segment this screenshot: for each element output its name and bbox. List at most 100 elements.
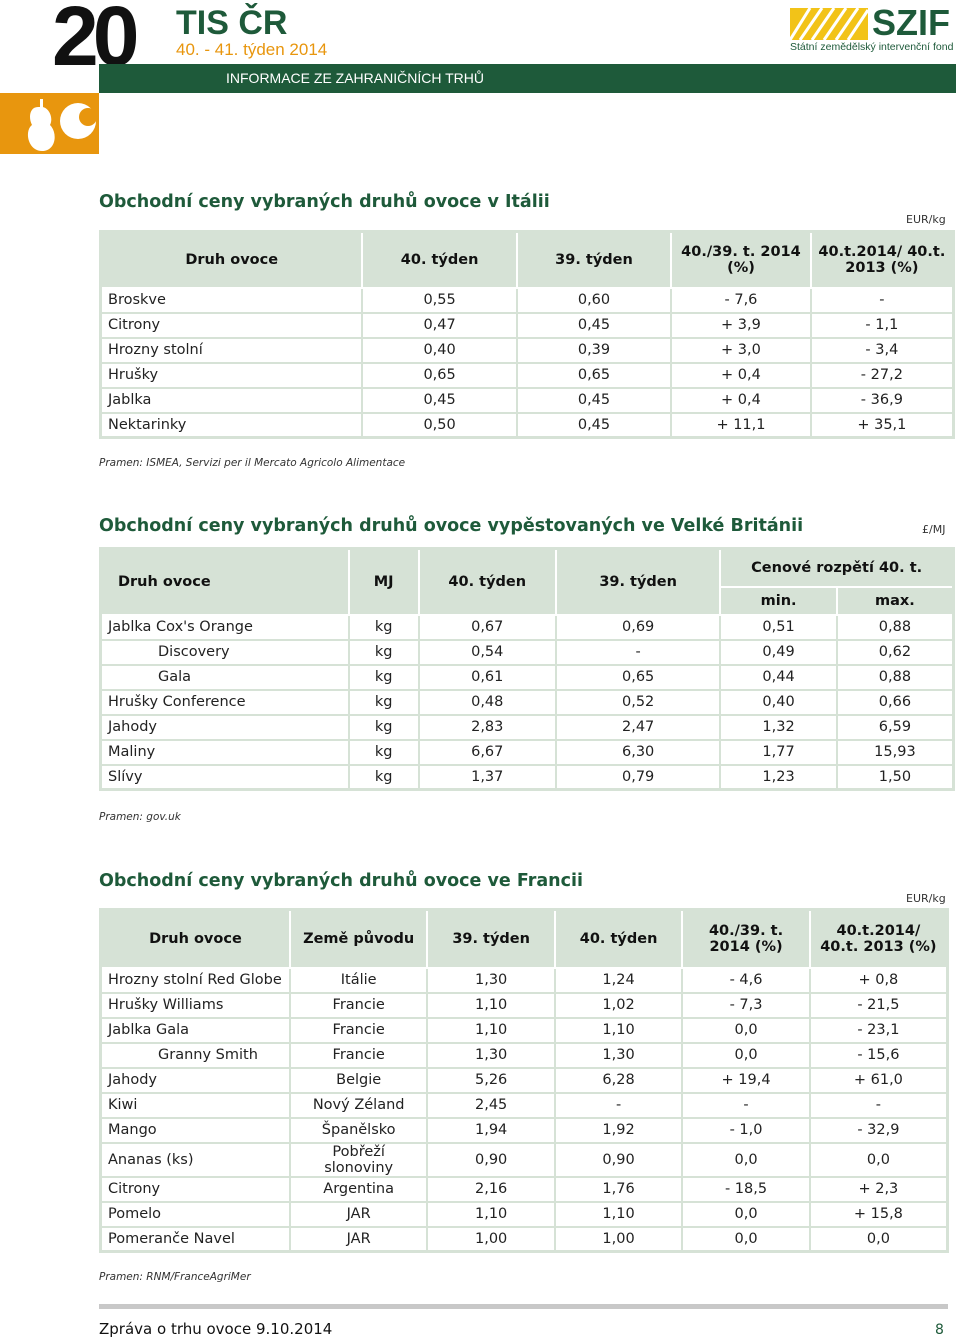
table-cell: 6,59: [835, 713, 955, 741]
col-header: Druh ovoce: [99, 547, 350, 616]
table-cell: Francie: [288, 991, 429, 1019]
col-header: 40.t.2014/ 40.t. 2013 (%): [808, 908, 949, 969]
table-cell: + 15,8: [808, 1200, 949, 1228]
row-label: Broskve: [99, 286, 364, 314]
row-label: Nektarinky: [99, 411, 364, 439]
table-cell: kg: [347, 613, 420, 641]
table-cell: 0,69: [554, 613, 722, 641]
table-cell: 0,54: [417, 638, 557, 666]
table-cell: 2,47: [554, 713, 722, 741]
row-label: Pomelo: [99, 1200, 291, 1228]
france-table: Druh ovoce Země původu 39. týden 40. týd…: [99, 908, 949, 1253]
table-row: Mango Španělsko 1,94 1,92- 1,0- 32,9: [99, 1116, 949, 1144]
table-row: Hrušky Williams Francie 1,10 1,02- 7,3- 21,…: [99, 991, 949, 1019]
table-cell: 1,23: [719, 763, 838, 791]
table-cell: 0,50: [361, 411, 518, 439]
table-cell: 0,40: [719, 688, 838, 716]
table-cell: -: [681, 1091, 811, 1119]
table-cell: kg: [347, 713, 420, 741]
table-cell: - 18,5: [681, 1175, 811, 1203]
table-cell: 0,45: [515, 386, 673, 414]
table-row: Gala kg 0,61 0,65 0,44 0,88: [99, 663, 955, 691]
table-cell: 1,30: [553, 1041, 684, 1069]
table-cell: Belgie: [288, 1066, 429, 1094]
table-cell: - 32,9: [808, 1116, 949, 1144]
table-cell: 0,0: [681, 1200, 811, 1228]
col-header: Druh ovoce: [99, 908, 291, 969]
france-unit: EUR/kg: [906, 892, 946, 905]
table-cell: 1,10: [553, 1200, 684, 1228]
table-cell: + 19,4: [681, 1066, 811, 1094]
table-cell: 0,48: [417, 688, 557, 716]
table-cell: 0,45: [515, 411, 673, 439]
szif-stripes-icon: [788, 7, 870, 41]
table-row: Maliny kg 6,67 6,30 1,77 15,93: [99, 738, 955, 766]
szif-logo-text: SZIF: [872, 2, 950, 43]
page-number: 8: [935, 1322, 944, 1338]
table-cell: 1,30: [426, 966, 556, 994]
table-row: Kiwi Nový Zéland 2,45- - -: [99, 1091, 949, 1119]
table-cell: 0,47: [361, 311, 518, 339]
row-label: Granny Smith: [99, 1041, 291, 1069]
table-cell: 0,0: [681, 1041, 811, 1069]
table-row: Citrony Argentina 2,16 1,76- 18,5 + 2,3: [99, 1175, 949, 1203]
table-row: Jablka Gala Francie 1,10 1,10 0,0- 23,1: [99, 1016, 949, 1044]
table-cell: 6,67: [417, 738, 557, 766]
table-cell: JAR: [288, 1225, 429, 1253]
table-cell: 0,65: [361, 361, 518, 389]
table-cell: 0,55: [361, 286, 518, 314]
table-cell: 1,24: [553, 966, 684, 994]
table-row: Slívy kg 1,37 0,79 1,23 1,50: [99, 763, 955, 791]
table-row: Hrušky 0,65 0,65 + 0,4- 27,2: [99, 361, 955, 389]
table-cell: 2,45: [426, 1091, 556, 1119]
table-cell: 1,30: [426, 1041, 556, 1069]
row-label: Ananas (ks): [99, 1141, 291, 1178]
table-cell: 0,65: [515, 361, 673, 389]
table-cell: 0,49: [719, 638, 838, 666]
table-cell: 0,60: [515, 286, 673, 314]
row-label: Hrozny stolní: [99, 336, 364, 364]
row-label: Kiwi: [99, 1091, 291, 1119]
table-cell: 1,94: [426, 1116, 556, 1144]
table-cell: -: [809, 286, 955, 314]
table-cell: kg: [347, 763, 420, 791]
table-cell: Itálie: [288, 966, 429, 994]
row-label: Hrušky Williams: [99, 991, 291, 1019]
table-cell: + 0,4: [670, 386, 812, 414]
table-cell: - 7,6: [670, 286, 812, 314]
table-row: Jablka Cox's Orange kg 0,67 0,69 0,51 0,88: [99, 613, 955, 641]
table-cell: Francie: [288, 1016, 429, 1044]
table-cell: 1,00: [553, 1225, 684, 1253]
col-header: 39. týden: [554, 547, 722, 616]
italy-source: Pramen: ISMEA, Servizi per il Mercato Ag…: [99, 457, 406, 469]
row-label: Gala: [99, 663, 350, 691]
table-cell: - 1,1: [809, 311, 955, 339]
row-label: Hrušky: [99, 361, 364, 389]
table-cell: 2,83: [417, 713, 557, 741]
table-cell: 0,67: [417, 613, 557, 641]
row-label: Pomeranče Navel: [99, 1225, 291, 1253]
col-header: 40. týden: [553, 908, 684, 969]
table-cell: -: [808, 1091, 949, 1119]
table-cell: 0,0: [681, 1016, 811, 1044]
table-row: Citrony 0,47 0,45 + 3,9- 1,1: [99, 311, 955, 339]
table-cell: 0,0: [808, 1141, 949, 1178]
table-cell: + 35,1: [809, 411, 955, 439]
table-cell: 1,50: [835, 763, 955, 791]
table-cell: + 2,3: [808, 1175, 949, 1203]
row-label: Discovery: [99, 638, 350, 666]
table-cell: 1,10: [426, 1200, 556, 1228]
table-cell: 0,0: [681, 1225, 811, 1253]
table-cell: 2,16: [426, 1175, 556, 1203]
table-cell: kg: [347, 688, 420, 716]
col-header: MJ: [347, 547, 420, 616]
table-row: Jahody Belgie 5,26 6,28 + 19,4 + 61,0: [99, 1066, 949, 1094]
table-cell: - 15,6: [808, 1041, 949, 1069]
table-cell: 1,76: [553, 1175, 684, 1203]
footer-text: Zpráva o trhu ovoce 9.10.2014: [99, 1320, 333, 1338]
table-cell: 0,0: [808, 1225, 949, 1253]
publication-title: TIS ČR: [176, 4, 288, 42]
table-row: Broskve 0,55 0,60- 7,6-: [99, 286, 955, 314]
table-cell: + 3,0: [670, 336, 812, 364]
table-cell: 0,88: [835, 663, 955, 691]
